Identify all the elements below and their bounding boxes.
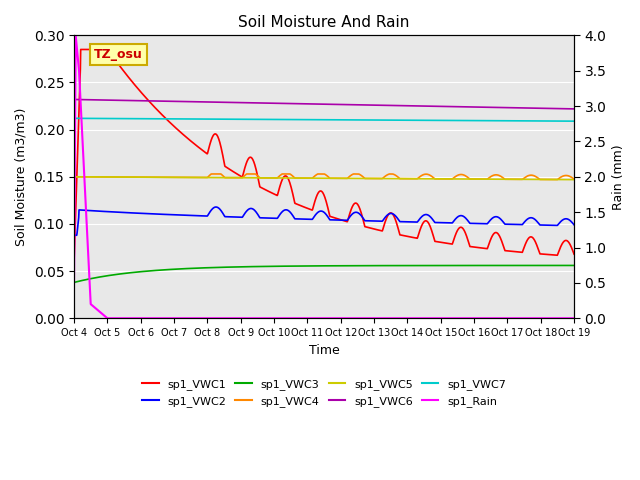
sp1_VWC5 (570, 177, 578, 182)
Y-axis label: Rain (mm): Rain (mm) (612, 144, 625, 210)
Line: sp1_VWC3: sp1_VWC3 (74, 265, 574, 282)
sp1_VWC4 (109, 174, 116, 180)
Line: sp1_Rain: sp1_Rain (74, 36, 574, 318)
sp1_VWC5 (129, 174, 137, 180)
sp1_VWC4 (70, 174, 78, 180)
sp1_VWC2 (302, 216, 310, 222)
sp1_VWC4 (129, 174, 137, 180)
sp1_Rain (109, 315, 117, 321)
Line: sp1_VWC1: sp1_VWC1 (74, 49, 574, 262)
Line: sp1_VWC5: sp1_VWC5 (74, 177, 574, 180)
sp1_VWC5 (282, 175, 290, 181)
sp1_VWC5 (292, 175, 300, 181)
Line: sp1_VWC6: sp1_VWC6 (74, 99, 574, 109)
sp1_VWC3 (570, 263, 578, 268)
sp1_VWC3 (292, 263, 300, 269)
sp1_VWC7 (129, 116, 137, 121)
sp1_VWC5 (301, 175, 309, 181)
sp1_VWC2 (109, 209, 116, 215)
Title: Soil Moisture And Rain: Soil Moisture And Rain (238, 15, 410, 30)
sp1_VWC6 (355, 102, 362, 108)
sp1_VWC4 (207, 171, 215, 177)
sp1_VWC5 (109, 174, 116, 180)
sp1_VWC7 (109, 116, 116, 121)
sp1_VWC6 (129, 98, 137, 104)
sp1_VWC6 (109, 97, 116, 103)
sp1_Rain (104, 315, 111, 321)
sp1_VWC2 (212, 204, 220, 210)
sp1_VWC3 (282, 263, 290, 269)
sp1_VWC7 (292, 117, 300, 122)
Y-axis label: Soil Moisture (m3/m3): Soil Moisture (m3/m3) (15, 108, 28, 246)
sp1_Rain (283, 315, 291, 321)
sp1_VWC2 (355, 210, 363, 216)
sp1_VWC1 (302, 205, 310, 211)
sp1_VWC2 (129, 210, 137, 216)
X-axis label: Time: Time (308, 344, 339, 357)
sp1_VWC4 (283, 171, 291, 177)
sp1_VWC2 (570, 222, 578, 228)
sp1_VWC4 (570, 176, 578, 182)
sp1_VWC1 (293, 201, 301, 207)
sp1_VWC2 (293, 216, 301, 222)
sp1_VWC7 (70, 116, 78, 121)
sp1_VWC7 (282, 117, 290, 122)
Legend: sp1_VWC1, sp1_VWC2, sp1_VWC3, sp1_VWC4, sp1_VWC5, sp1_VWC6, sp1_VWC7, sp1_Rain: sp1_VWC1, sp1_VWC2, sp1_VWC3, sp1_VWC4, … (138, 375, 511, 411)
Text: TZ_osu: TZ_osu (94, 48, 143, 61)
sp1_VWC6 (301, 101, 309, 107)
sp1_VWC5 (355, 176, 362, 181)
sp1_Rain (70, 280, 78, 286)
sp1_VWC3 (355, 263, 362, 269)
sp1_Rain (293, 315, 301, 321)
sp1_VWC1 (570, 251, 578, 257)
sp1_VWC1 (355, 204, 363, 209)
sp1_VWC1 (283, 173, 291, 179)
sp1_VWC4 (302, 175, 310, 181)
sp1_VWC6 (70, 96, 78, 102)
sp1_VWC6 (282, 101, 290, 107)
sp1_Rain (302, 315, 310, 321)
sp1_VWC7 (570, 118, 578, 124)
sp1_Rain (570, 315, 578, 321)
sp1_VWC3 (70, 279, 78, 285)
sp1_VWC3 (301, 263, 309, 269)
sp1_VWC3 (109, 272, 116, 278)
Line: sp1_VWC7: sp1_VWC7 (74, 119, 574, 121)
Line: sp1_VWC4: sp1_VWC4 (74, 174, 574, 180)
sp1_VWC2 (283, 207, 291, 213)
sp1_Rain (130, 315, 138, 321)
sp1_Rain (355, 315, 363, 321)
sp1_VWC5 (70, 174, 78, 180)
sp1_VWC1 (109, 54, 117, 60)
sp1_VWC7 (301, 117, 309, 122)
sp1_VWC1 (70, 259, 78, 264)
sp1_VWC6 (292, 101, 300, 107)
sp1_VWC4 (554, 177, 561, 182)
sp1_VWC4 (355, 171, 363, 177)
sp1_VWC2 (70, 232, 78, 238)
sp1_VWC7 (355, 117, 362, 123)
sp1_Rain (72, 33, 79, 38)
sp1_VWC1 (129, 80, 137, 86)
sp1_VWC6 (570, 106, 578, 112)
sp1_VWC1 (77, 47, 84, 52)
sp1_VWC3 (129, 270, 137, 276)
Line: sp1_VWC2: sp1_VWC2 (74, 207, 574, 235)
sp1_VWC4 (293, 175, 301, 181)
